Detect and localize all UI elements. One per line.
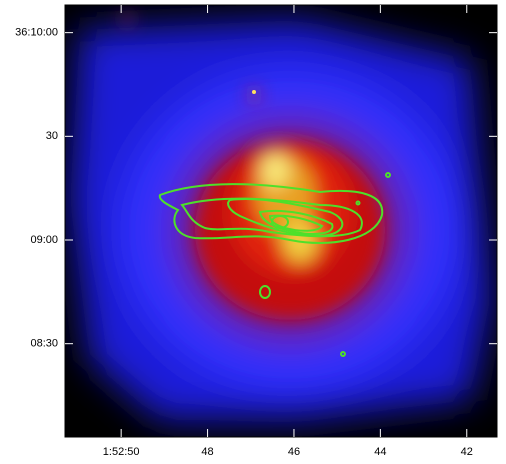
sky-image (65, 5, 497, 437)
x-tick-label: 44 (374, 446, 386, 458)
x-tick-label: 48 (201, 446, 213, 458)
frame (64, 4, 498, 438)
x-tick-label: 46 (288, 446, 300, 458)
y-tick-label: 08:30 (30, 338, 58, 350)
x-tick-label: 42 (461, 446, 473, 458)
x-tick-label: 1:52:50 (103, 446, 140, 458)
y-tick-label: 30 (46, 130, 58, 142)
y-tick-label: 09:00 (30, 234, 58, 246)
y-tick-label: 36:10:00 (15, 27, 58, 39)
